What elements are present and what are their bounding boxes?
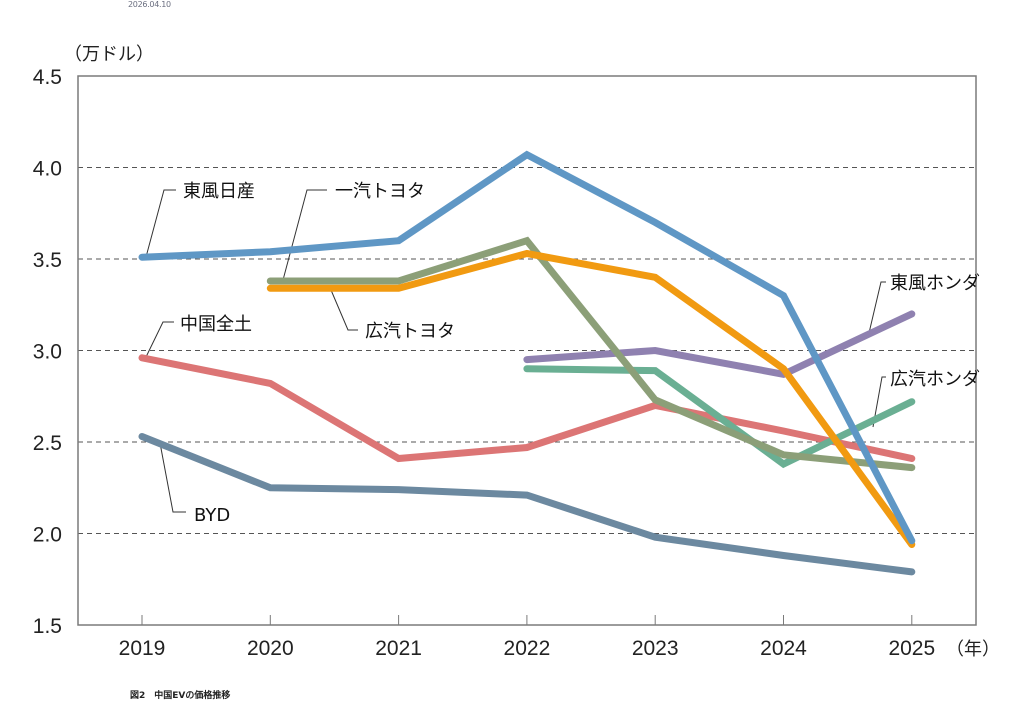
y-tick-label: 2.0 <box>33 524 62 547</box>
x-tick-label: 2020 <box>247 637 294 660</box>
leader-line <box>872 376 886 428</box>
series-label: 東風日産 <box>183 181 255 202</box>
series-label: 中国全土 <box>180 314 252 335</box>
x-axis-ticks: 2019 2020 2021 2022 2023 2024 2025 <box>119 615 935 660</box>
series-label: 広汽トヨタ <box>365 321 455 342</box>
y-tick-label: 1.5 <box>33 615 62 638</box>
figure-caption: 図2 中国EVの価格推移 <box>130 691 231 701</box>
series-label: 広汽ホンダ <box>890 369 980 390</box>
y-axis-unit-label: （万ドル） <box>64 44 154 65</box>
x-axis-unit-label: （年） <box>946 639 1000 660</box>
x-tick-label: 2025 <box>888 637 935 660</box>
series-line-3 <box>523 310 916 378</box>
y-tick-label: 2.5 <box>33 432 62 455</box>
series-line-5 <box>138 354 916 463</box>
y-tick-label: 4.0 <box>33 158 62 181</box>
series-line-2 <box>266 249 916 548</box>
leader-line <box>282 189 327 281</box>
label-leader-lines <box>145 189 886 513</box>
leader-line <box>159 442 186 513</box>
publish-date: 2026.04.10 <box>128 0 171 9</box>
y-axis-ticks: 1.5 2.0 2.5 3.0 3.5 4.0 4.5 <box>33 66 62 638</box>
x-tick-label: 2021 <box>375 637 422 660</box>
series-label: 東風ホンダ <box>890 273 980 294</box>
leader-line <box>145 321 174 358</box>
series-line-6 <box>138 433 916 576</box>
y-tick-label: 4.5 <box>33 66 62 89</box>
x-tick-label: 2023 <box>632 637 679 660</box>
x-tick-label: 2022 <box>504 637 551 660</box>
x-tick-label: 2024 <box>760 637 807 660</box>
leader-line <box>330 289 358 331</box>
y-tick-label: 3.0 <box>33 341 62 364</box>
series-line-4 <box>523 365 916 469</box>
series-line-1 <box>266 236 916 472</box>
series-label: 一汽トヨタ <box>335 181 425 202</box>
y-tick-label: 3.5 <box>33 249 62 272</box>
series-lines <box>138 150 916 576</box>
leader-line <box>145 189 176 258</box>
leader-line <box>868 281 886 334</box>
series-label: BYD <box>194 505 230 526</box>
x-tick-label: 2019 <box>119 637 166 660</box>
series-line-0 <box>138 150 916 545</box>
